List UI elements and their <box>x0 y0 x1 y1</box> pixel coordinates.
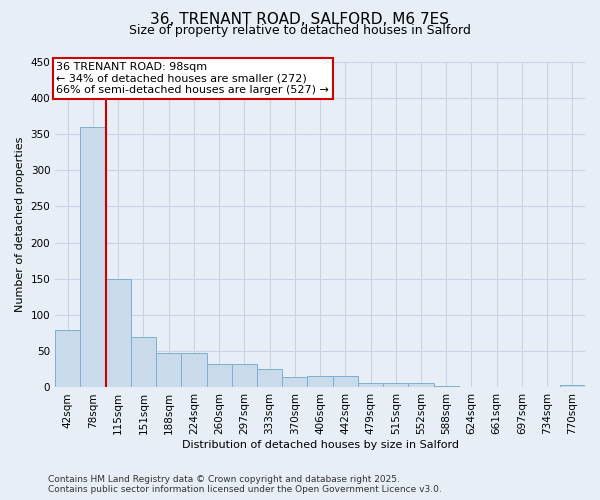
Y-axis label: Number of detached properties: Number of detached properties <box>15 137 25 312</box>
Bar <box>307 376 332 388</box>
X-axis label: Distribution of detached houses by size in Salford: Distribution of detached houses by size … <box>182 440 458 450</box>
Bar <box>560 386 585 388</box>
Text: Contains HM Land Registry data © Crown copyright and database right 2025.
Contai: Contains HM Land Registry data © Crown c… <box>48 474 442 494</box>
Bar <box>131 337 156 388</box>
Text: Size of property relative to detached houses in Salford: Size of property relative to detached ho… <box>129 24 471 37</box>
Bar <box>232 364 257 388</box>
Bar <box>383 383 409 388</box>
Bar <box>434 386 459 388</box>
Bar <box>257 370 282 388</box>
Text: 36, TRENANT ROAD, SALFORD, M6 7ES: 36, TRENANT ROAD, SALFORD, M6 7ES <box>151 12 449 26</box>
Bar <box>459 386 484 388</box>
Bar <box>80 126 106 388</box>
Bar <box>55 330 80 388</box>
Bar <box>106 279 131 388</box>
Bar <box>156 352 181 388</box>
Text: 36 TRENANT ROAD: 98sqm
← 34% of detached houses are smaller (272)
66% of semi-de: 36 TRENANT ROAD: 98sqm ← 34% of detached… <box>56 62 329 94</box>
Bar <box>206 364 232 388</box>
Bar <box>282 378 307 388</box>
Bar <box>409 383 434 388</box>
Bar <box>332 376 358 388</box>
Bar <box>181 352 206 388</box>
Bar <box>358 383 383 388</box>
